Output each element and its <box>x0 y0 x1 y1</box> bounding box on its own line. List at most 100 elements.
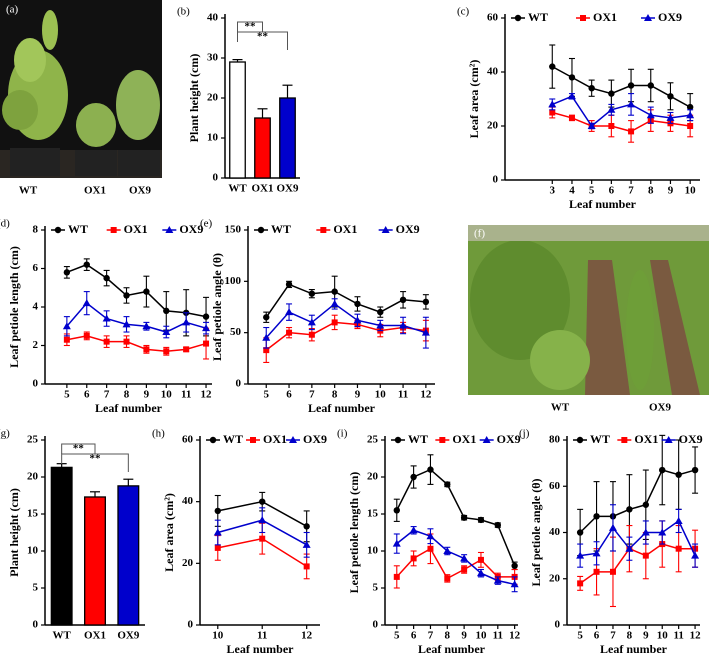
marker <box>102 314 111 322</box>
x-tick-label: 5 <box>394 630 400 642</box>
legend-marker <box>320 227 327 233</box>
photo-caption: OX9 <box>649 402 672 414</box>
marker <box>263 347 270 354</box>
x-tick-label: 7 <box>309 389 315 401</box>
marker <box>493 576 502 584</box>
y-tick-label: 0 <box>213 172 219 184</box>
marker <box>213 528 222 536</box>
marker <box>659 466 666 474</box>
marker <box>593 513 600 520</box>
y-tick-label: 10 <box>367 545 379 557</box>
photo-caption: WT <box>551 402 570 414</box>
panel-label: (i) <box>337 428 348 440</box>
x-tick-label: OX9 <box>277 183 300 195</box>
x-tick-label: OX1 <box>84 630 106 642</box>
marker <box>103 274 110 282</box>
x-tick-label: 7 <box>628 185 634 197</box>
marker <box>162 328 171 336</box>
marker <box>608 90 615 97</box>
y-tick-label: 6 <box>33 262 39 274</box>
panel-label: (a) <box>6 4 19 16</box>
y-tick-label: 40 <box>182 495 194 507</box>
y-tick-label: 0 <box>373 619 379 631</box>
marker <box>263 314 270 321</box>
marker <box>658 528 667 536</box>
y-axis-label: Leaf petiole length (cm) <box>347 472 361 594</box>
y-tick-label: 20 <box>549 572 561 584</box>
bar <box>279 97 296 179</box>
marker <box>303 523 310 530</box>
x-tick-label: 11 <box>398 389 408 401</box>
marker <box>511 562 518 569</box>
marker <box>549 109 556 116</box>
marker <box>286 329 293 336</box>
marker <box>675 471 682 478</box>
marker <box>163 348 170 355</box>
marker <box>577 580 584 587</box>
y-tick-label: 60 <box>182 434 194 446</box>
marker <box>393 507 400 514</box>
x-axis-label: Leaf number <box>600 642 668 656</box>
photo-caption: OX9 <box>129 185 152 197</box>
marker <box>123 292 130 299</box>
marker <box>691 551 700 559</box>
legend-label: OX1 <box>263 432 287 446</box>
x-tick-label: 4 <box>569 185 575 197</box>
x-tick-label: 5 <box>577 630 583 642</box>
marker <box>675 545 682 552</box>
marker <box>444 575 451 582</box>
marker <box>567 92 576 100</box>
bracket <box>237 31 288 50</box>
marker <box>593 568 600 575</box>
y-tick-label: 10 <box>27 545 39 557</box>
legend-marker <box>576 436 584 444</box>
x-axis-label: Leaf number <box>95 401 163 415</box>
y-tick-label: 0 <box>236 378 242 390</box>
x-tick-label: 10 <box>475 630 487 642</box>
legend-label: OX1 <box>333 222 357 236</box>
panel-label: (b) <box>177 6 190 18</box>
panel-label: (d) <box>0 218 10 230</box>
marker <box>142 322 151 330</box>
marker <box>642 552 649 559</box>
marker <box>460 554 469 562</box>
photo-caption: OX1 <box>84 185 106 197</box>
legend-marker <box>514 14 522 22</box>
legend-marker <box>644 14 652 21</box>
x-tick-label: 12 <box>201 389 213 401</box>
marker <box>399 321 408 329</box>
y-tick-label: 20 <box>207 92 219 104</box>
annotation: ** <box>257 31 269 43</box>
marker <box>666 113 675 121</box>
x-tick-label: 7 <box>428 630 434 642</box>
legend-label: WT <box>68 222 88 236</box>
x-tick-label: 7 <box>610 630 616 642</box>
x-tick-label: 12 <box>509 630 521 642</box>
x-tick-label: WT <box>228 183 247 195</box>
panel-label: (j) <box>519 428 530 440</box>
marker <box>353 316 362 324</box>
y-tick-label: 60 <box>549 480 561 492</box>
marker <box>667 93 674 100</box>
x-tick-label: 9 <box>668 185 674 197</box>
y-tick-label: 0 <box>555 619 561 631</box>
x-tick-label: 10 <box>375 389 387 401</box>
marker <box>143 288 150 295</box>
marker <box>426 532 435 540</box>
marker <box>285 308 294 316</box>
x-tick-label: 12 <box>690 630 702 642</box>
panel-label: (h) <box>152 428 165 440</box>
marker <box>627 82 635 89</box>
x-tick-label: OX9 <box>117 630 140 642</box>
x-tick-label: 5 <box>263 389 269 401</box>
marker <box>183 346 190 353</box>
marker <box>410 555 417 562</box>
x-tick-label: 10 <box>212 630 224 642</box>
legend-label: OX1 <box>593 10 617 24</box>
marker <box>122 320 131 328</box>
x-tick-label: 5 <box>589 185 595 197</box>
bar <box>84 496 106 626</box>
marker <box>691 466 699 474</box>
marker <box>587 122 596 129</box>
